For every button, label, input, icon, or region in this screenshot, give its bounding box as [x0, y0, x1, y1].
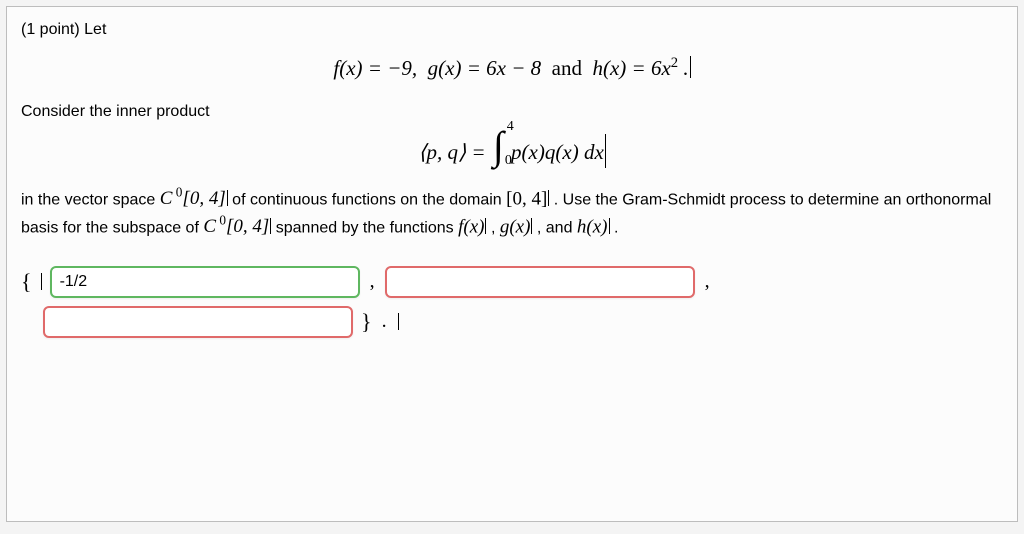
inner-product-lhs: ⟨p, q⟩ =: [418, 140, 491, 164]
integral-sign: ∫ 4 0: [493, 126, 504, 166]
eq-functions: f(x) = −9, g(x) = 6x − 8 and h(x) = 6x2 …: [21, 55, 1003, 81]
answers-row: { , , } .: [21, 266, 1003, 338]
trailing-period: .: [380, 310, 389, 333]
text-cursor: [398, 313, 399, 330]
text-cursor: [531, 218, 532, 235]
integral-upper: 4: [507, 120, 514, 134]
sep2: ,: [703, 270, 712, 293]
points-line: (1 point) Let: [21, 19, 1003, 41]
hx: h(x): [577, 216, 608, 237]
text-cursor: [227, 190, 228, 207]
integrand: p(x)q(x) dx: [511, 140, 604, 164]
text-cursor: [605, 134, 606, 168]
open-brace: {: [21, 269, 32, 295]
text-cursor: [270, 218, 271, 235]
text-cursor: [690, 56, 691, 78]
sep1: ,: [368, 270, 377, 293]
para-mid1: of continuous functions on the domain: [232, 191, 506, 208]
main-paragraph: in the vector space C 0[0, 4] of continu…: [21, 184, 1003, 240]
answer-input-3[interactable]: [43, 306, 353, 338]
gx: g(x): [500, 216, 531, 237]
period: .: [614, 219, 618, 236]
and-word: , and: [537, 219, 577, 236]
para-mid3: spanned by the functions: [276, 219, 458, 236]
comma1: ,: [491, 219, 500, 236]
close-brace: }: [361, 309, 372, 335]
text-cursor: [609, 218, 610, 235]
integral-lower: 0: [505, 154, 512, 168]
text-cursor: [548, 190, 549, 207]
answer-input-2[interactable]: [385, 266, 695, 298]
answer-input-1[interactable]: [50, 266, 360, 298]
inner-product-display: ⟨p, q⟩ = ∫ 4 0 p(x)q(x) dx: [21, 126, 1003, 167]
domain-interval: [0, 4]: [506, 188, 547, 209]
question-page: (1 point) Let f(x) = −9, g(x) = 6x − 8 a…: [6, 6, 1018, 522]
fx: f(x): [458, 216, 484, 237]
eq-functions-content: f(x) = −9, g(x) = 6x − 8 and h(x) = 6x2 …: [333, 56, 688, 80]
space-C0: C 0[0, 4]: [160, 188, 226, 209]
space-C0-2: C 0[0, 4]: [203, 216, 269, 237]
text-cursor: [41, 273, 42, 290]
para-pre: in the vector space: [21, 191, 160, 208]
text-cursor: [485, 218, 486, 235]
